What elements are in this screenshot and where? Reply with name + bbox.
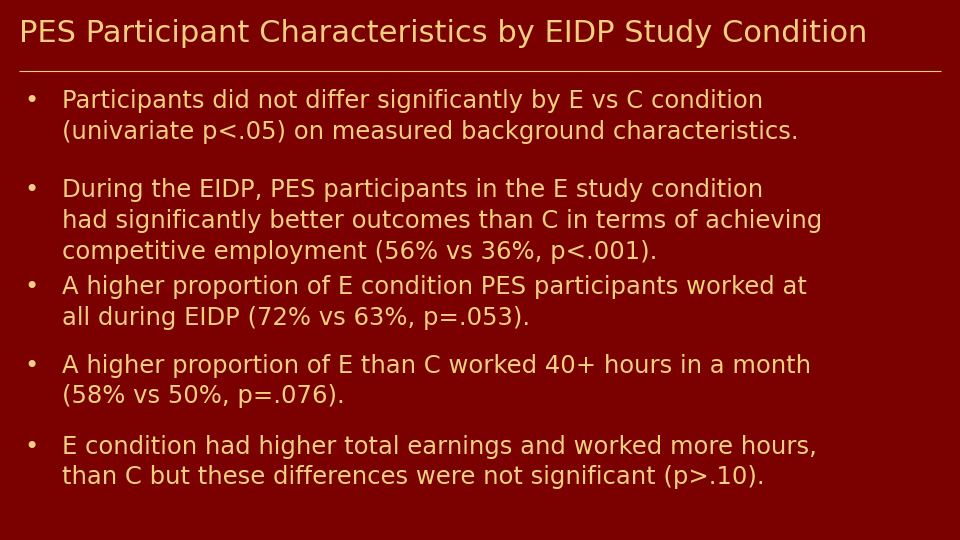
Text: A higher proportion of E condition PES participants worked at
all during EIDP (7: A higher proportion of E condition PES p…	[62, 275, 807, 330]
Text: A higher proportion of E than C worked 40+ hours in a month
(58% vs 50%, p=.076): A higher proportion of E than C worked 4…	[62, 354, 811, 408]
Text: •: •	[24, 354, 38, 377]
Text: Participants did not differ significantly by E vs C condition
(univariate p<.05): Participants did not differ significantl…	[62, 89, 799, 144]
Text: •: •	[24, 435, 38, 458]
Text: •: •	[24, 275, 38, 299]
Text: During the EIDP, PES participants in the E study condition
had significantly bet: During the EIDP, PES participants in the…	[62, 178, 823, 264]
Text: •: •	[24, 178, 38, 202]
Text: •: •	[24, 89, 38, 113]
Text: PES Participant Characteristics by EIDP Study Condition: PES Participant Characteristics by EIDP …	[19, 19, 868, 48]
Text: E condition had higher total earnings and worked more hours,
than C but these di: E condition had higher total earnings an…	[62, 435, 817, 489]
